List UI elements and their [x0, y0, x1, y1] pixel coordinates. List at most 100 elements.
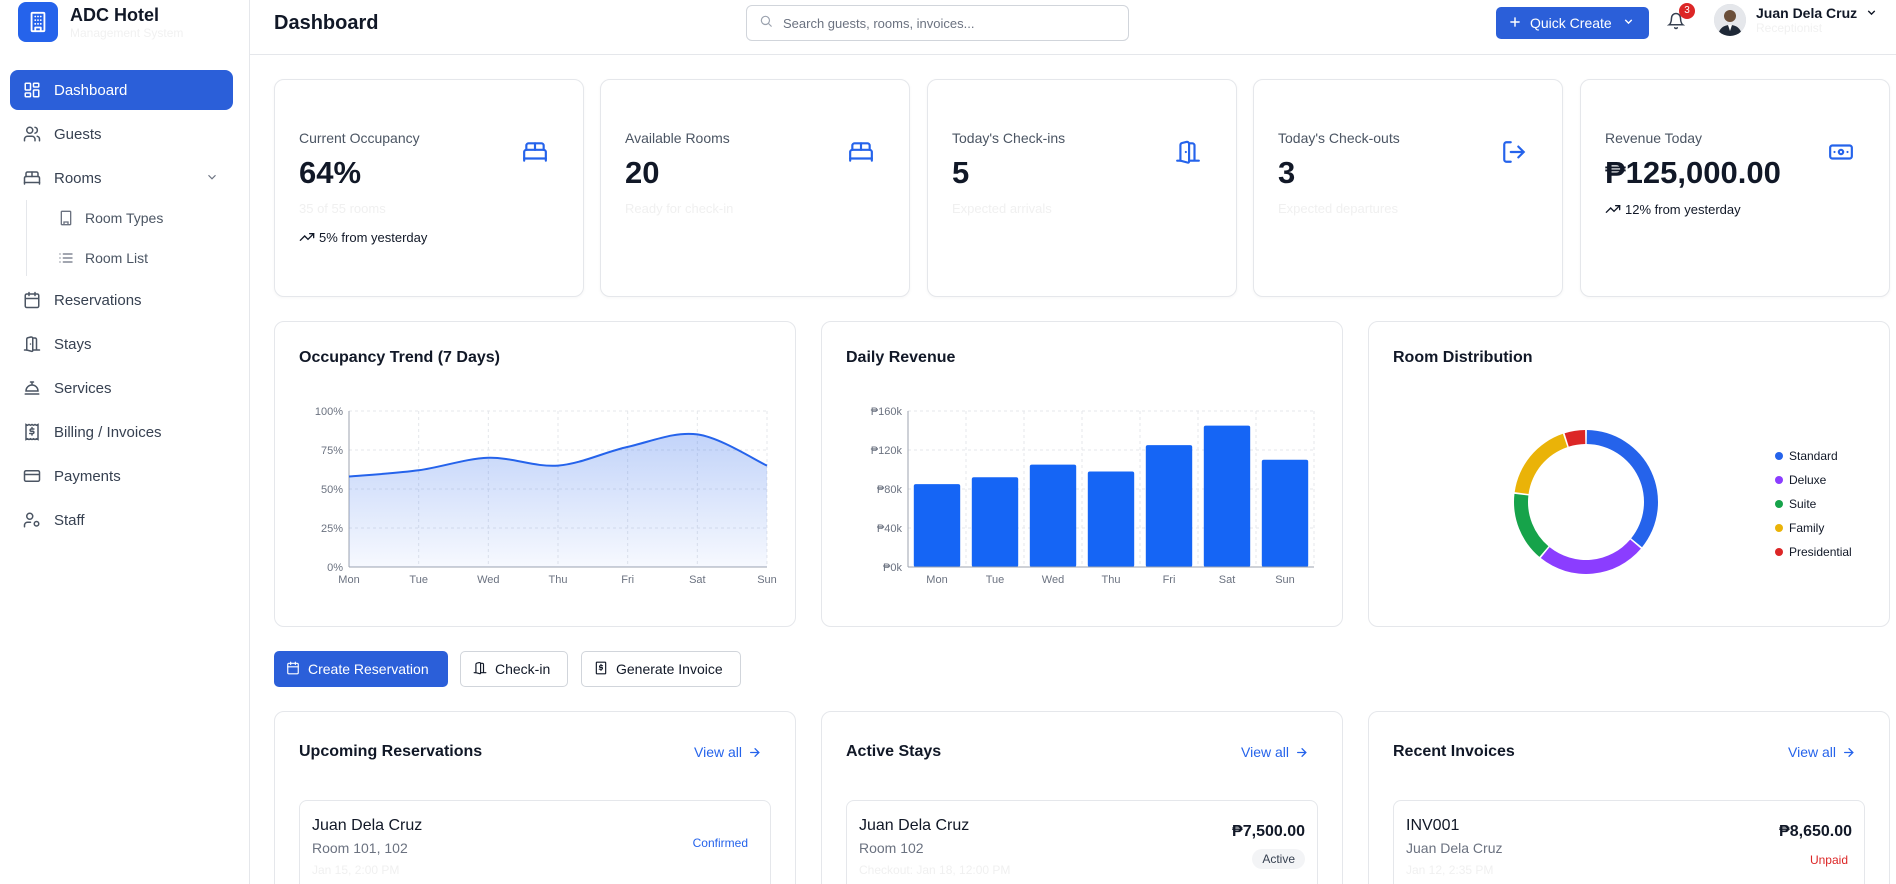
search-input[interactable] — [783, 15, 1103, 31]
recent-invoices-card: Recent Invoices View all INV001 Juan Del… — [1368, 711, 1890, 884]
search-box[interactable] — [746, 5, 1129, 41]
y-tick-label: ₱160k — [871, 406, 903, 418]
occupancy-area-chart: 0% 25% 50% 75% 100% Mon Tue Wed Thu Fri Sat Sun — [315, 406, 777, 586]
stay-amount: ₱7,500.00 — [1232, 823, 1305, 840]
sidebar-item-label: Room Types — [85, 210, 164, 226]
receipt-icon — [22, 422, 42, 442]
notifications-button[interactable]: 3 — [1666, 3, 1695, 34]
card-title: Upcoming Reservations — [299, 743, 483, 760]
x-tick-label: Sat — [689, 574, 706, 586]
stat-label: Revenue Today — [1605, 130, 1703, 146]
sidebar-item-room-list[interactable]: Room List — [45, 240, 233, 276]
room-number: Room 102 — [859, 840, 924, 856]
legend-swatch — [1775, 500, 1783, 508]
sidebar-item-label: Room List — [85, 250, 149, 266]
button-label: Check-in — [495, 661, 551, 677]
sidebar-item-dashboard[interactable]: Dashboard — [10, 70, 233, 110]
quick-create-button[interactable]: Quick Create — [1496, 7, 1649, 39]
sidebar-item-guests[interactable]: Guests — [10, 114, 233, 154]
room-numbers: Room 101, 102 — [312, 840, 408, 856]
chart-title: Room Distribution — [1393, 349, 1533, 366]
view-all-link[interactable]: View all — [1241, 744, 1308, 760]
stat-trend: 12% from yesterday — [1605, 201, 1741, 217]
occupancy-line — [348, 432, 768, 478]
brand[interactable]: ADC Hotel Management System — [18, 2, 183, 42]
bed-icon — [522, 139, 548, 165]
create-reservation-button[interactable]: Create Reservation — [274, 651, 448, 687]
dashboard-icon — [22, 80, 42, 100]
x-tick-label: Sun — [1275, 574, 1295, 586]
stat-card-revenue: Revenue Today ₱125,000.00 12% from yeste… — [1580, 79, 1890, 297]
x-tick-label: Tue — [409, 574, 428, 586]
legend-label: Deluxe — [1789, 473, 1827, 487]
sidebar-item-rooms[interactable]: Rooms — [10, 158, 233, 198]
chevron-down-icon — [1865, 6, 1878, 24]
stat-card-occupancy: Current Occupancy 64% 35 of 55 rooms 5% … — [274, 79, 584, 297]
top-header: Dashboard Quick Create 3 Juan Dela Cruz … — [250, 0, 1896, 55]
guest-name: Juan Dela Cruz — [1406, 840, 1503, 856]
generate-invoice-button[interactable]: Generate Invoice — [581, 651, 741, 687]
arrow-right-icon — [750, 747, 760, 757]
donut-slice — [1586, 430, 1659, 548]
view-all-link[interactable]: View all — [1788, 744, 1855, 760]
user-menu[interactable]: Juan Dela Cruz Receptionist — [1714, 4, 1878, 36]
stat-value: ₱125,000.00 — [1605, 155, 1781, 190]
view-all-link[interactable]: View all — [694, 744, 761, 760]
y-tick-label: 75% — [321, 445, 343, 457]
list-icon — [57, 249, 75, 267]
y-tick-label: ₱80k — [877, 484, 903, 496]
sidebar-item-billing[interactable]: Billing / Invoices — [10, 412, 233, 452]
view-all-label: View all — [1241, 744, 1289, 760]
guest-name: Juan Dela Cruz — [859, 817, 970, 834]
sidebar-item-stays[interactable]: Stays — [10, 324, 233, 364]
list-item[interactable]: Juan Dela Cruz Room 101, 102 Jan 15, 2:0… — [299, 800, 771, 884]
door-icon — [473, 661, 487, 678]
view-all-label: View all — [694, 744, 742, 760]
x-tick-label: Fri — [621, 574, 634, 586]
legend-swatch — [1775, 524, 1783, 532]
y-tick-label: 50% — [321, 484, 343, 496]
sidebar-item-staff[interactable]: Staff — [10, 500, 233, 540]
user-role: Receptionist — [1756, 21, 1823, 35]
banknote-icon — [1828, 139, 1854, 165]
stat-card-available-rooms: Available Rooms 20 Ready for check-in — [600, 79, 910, 297]
x-tick-label: Thu — [1102, 574, 1121, 586]
search-icon — [759, 14, 773, 33]
sidebar-item-reservations[interactable]: Reservations — [10, 280, 233, 320]
revenue-bar — [1261, 459, 1309, 567]
sidebar-item-room-types[interactable]: Room Types — [45, 200, 233, 236]
sidebar-item-payments[interactable]: Payments — [10, 456, 233, 496]
x-tick-label: Sun — [757, 574, 777, 586]
y-tick-label: ₱0k — [883, 562, 902, 574]
checkout-time: Checkout: Jan 18, 12:00 PM — [859, 863, 1011, 877]
stat-card-checkins: Today's Check-ins 5 Expected arrivals — [927, 79, 1237, 297]
donut-slice — [1513, 493, 1549, 557]
donut-slice — [1514, 433, 1568, 495]
reservation-date: Jan 15, 2:00 PM — [312, 863, 400, 877]
page-title: Dashboard — [274, 12, 379, 34]
revenue-bar — [913, 484, 961, 567]
upcoming-reservations-card: Upcoming Reservations View all Juan Dela… — [274, 711, 796, 884]
arrow-right-icon — [1297, 747, 1307, 757]
sidebar-item-label: Billing / Invoices — [54, 423, 162, 441]
sidebar: ADC Hotel Management System Dashboard Gu… — [0, 0, 250, 884]
y-tick-label: 25% — [321, 523, 343, 535]
revenue-bar — [1203, 425, 1251, 567]
y-tick-label: ₱40k — [877, 523, 903, 535]
card-title: Recent Invoices — [1393, 743, 1515, 760]
hotel-logo-icon — [18, 2, 58, 42]
list-item[interactable]: Juan Dela Cruz Room 102 Checkout: Jan 18… — [846, 800, 1318, 884]
check-in-button[interactable]: Check-in — [460, 651, 568, 687]
x-tick-label: Thu — [549, 574, 568, 586]
sidebar-item-label: Staff — [54, 511, 85, 529]
room-distribution-donut-chart: Standard Deluxe Suite Family Presidential — [1513, 430, 1852, 575]
stat-value: 5 — [952, 155, 970, 190]
sidebar-item-services[interactable]: Services — [10, 368, 233, 408]
stat-label: Today's Check-outs — [1278, 130, 1400, 146]
invoice-date: Jan 12, 2:35 PM — [1406, 863, 1494, 877]
button-label: Generate Invoice — [616, 661, 723, 677]
x-tick-label: Sat — [1219, 574, 1236, 586]
y-tick-label: 100% — [315, 406, 343, 418]
legend-label: Standard — [1789, 449, 1838, 463]
list-item[interactable]: INV001 Juan Dela Cruz Jan 12, 2:35 PM ₱8… — [1393, 800, 1865, 884]
